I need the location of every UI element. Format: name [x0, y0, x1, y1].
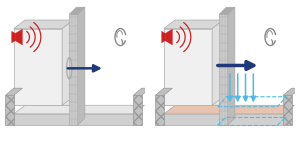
Polygon shape [155, 88, 172, 95]
Polygon shape [219, 14, 228, 125]
Polygon shape [164, 97, 228, 105]
Polygon shape [69, 14, 78, 125]
Polygon shape [133, 95, 142, 125]
Polygon shape [283, 95, 292, 125]
Polygon shape [212, 20, 224, 105]
Polygon shape [228, 7, 235, 125]
Polygon shape [14, 105, 145, 114]
Polygon shape [162, 31, 165, 43]
Polygon shape [164, 105, 295, 114]
Polygon shape [14, 114, 133, 125]
Polygon shape [283, 88, 300, 95]
Polygon shape [5, 95, 14, 125]
Polygon shape [133, 88, 150, 95]
Polygon shape [219, 7, 235, 14]
Polygon shape [164, 114, 283, 125]
Polygon shape [165, 29, 172, 45]
Polygon shape [78, 7, 85, 125]
Polygon shape [12, 31, 15, 43]
Polygon shape [14, 29, 62, 105]
Polygon shape [155, 95, 164, 125]
Polygon shape [14, 20, 74, 29]
Polygon shape [164, 20, 224, 29]
Polygon shape [15, 29, 22, 45]
Polygon shape [164, 29, 212, 105]
Polygon shape [62, 20, 74, 105]
Polygon shape [14, 97, 78, 105]
Polygon shape [69, 7, 85, 14]
Polygon shape [5, 88, 22, 95]
